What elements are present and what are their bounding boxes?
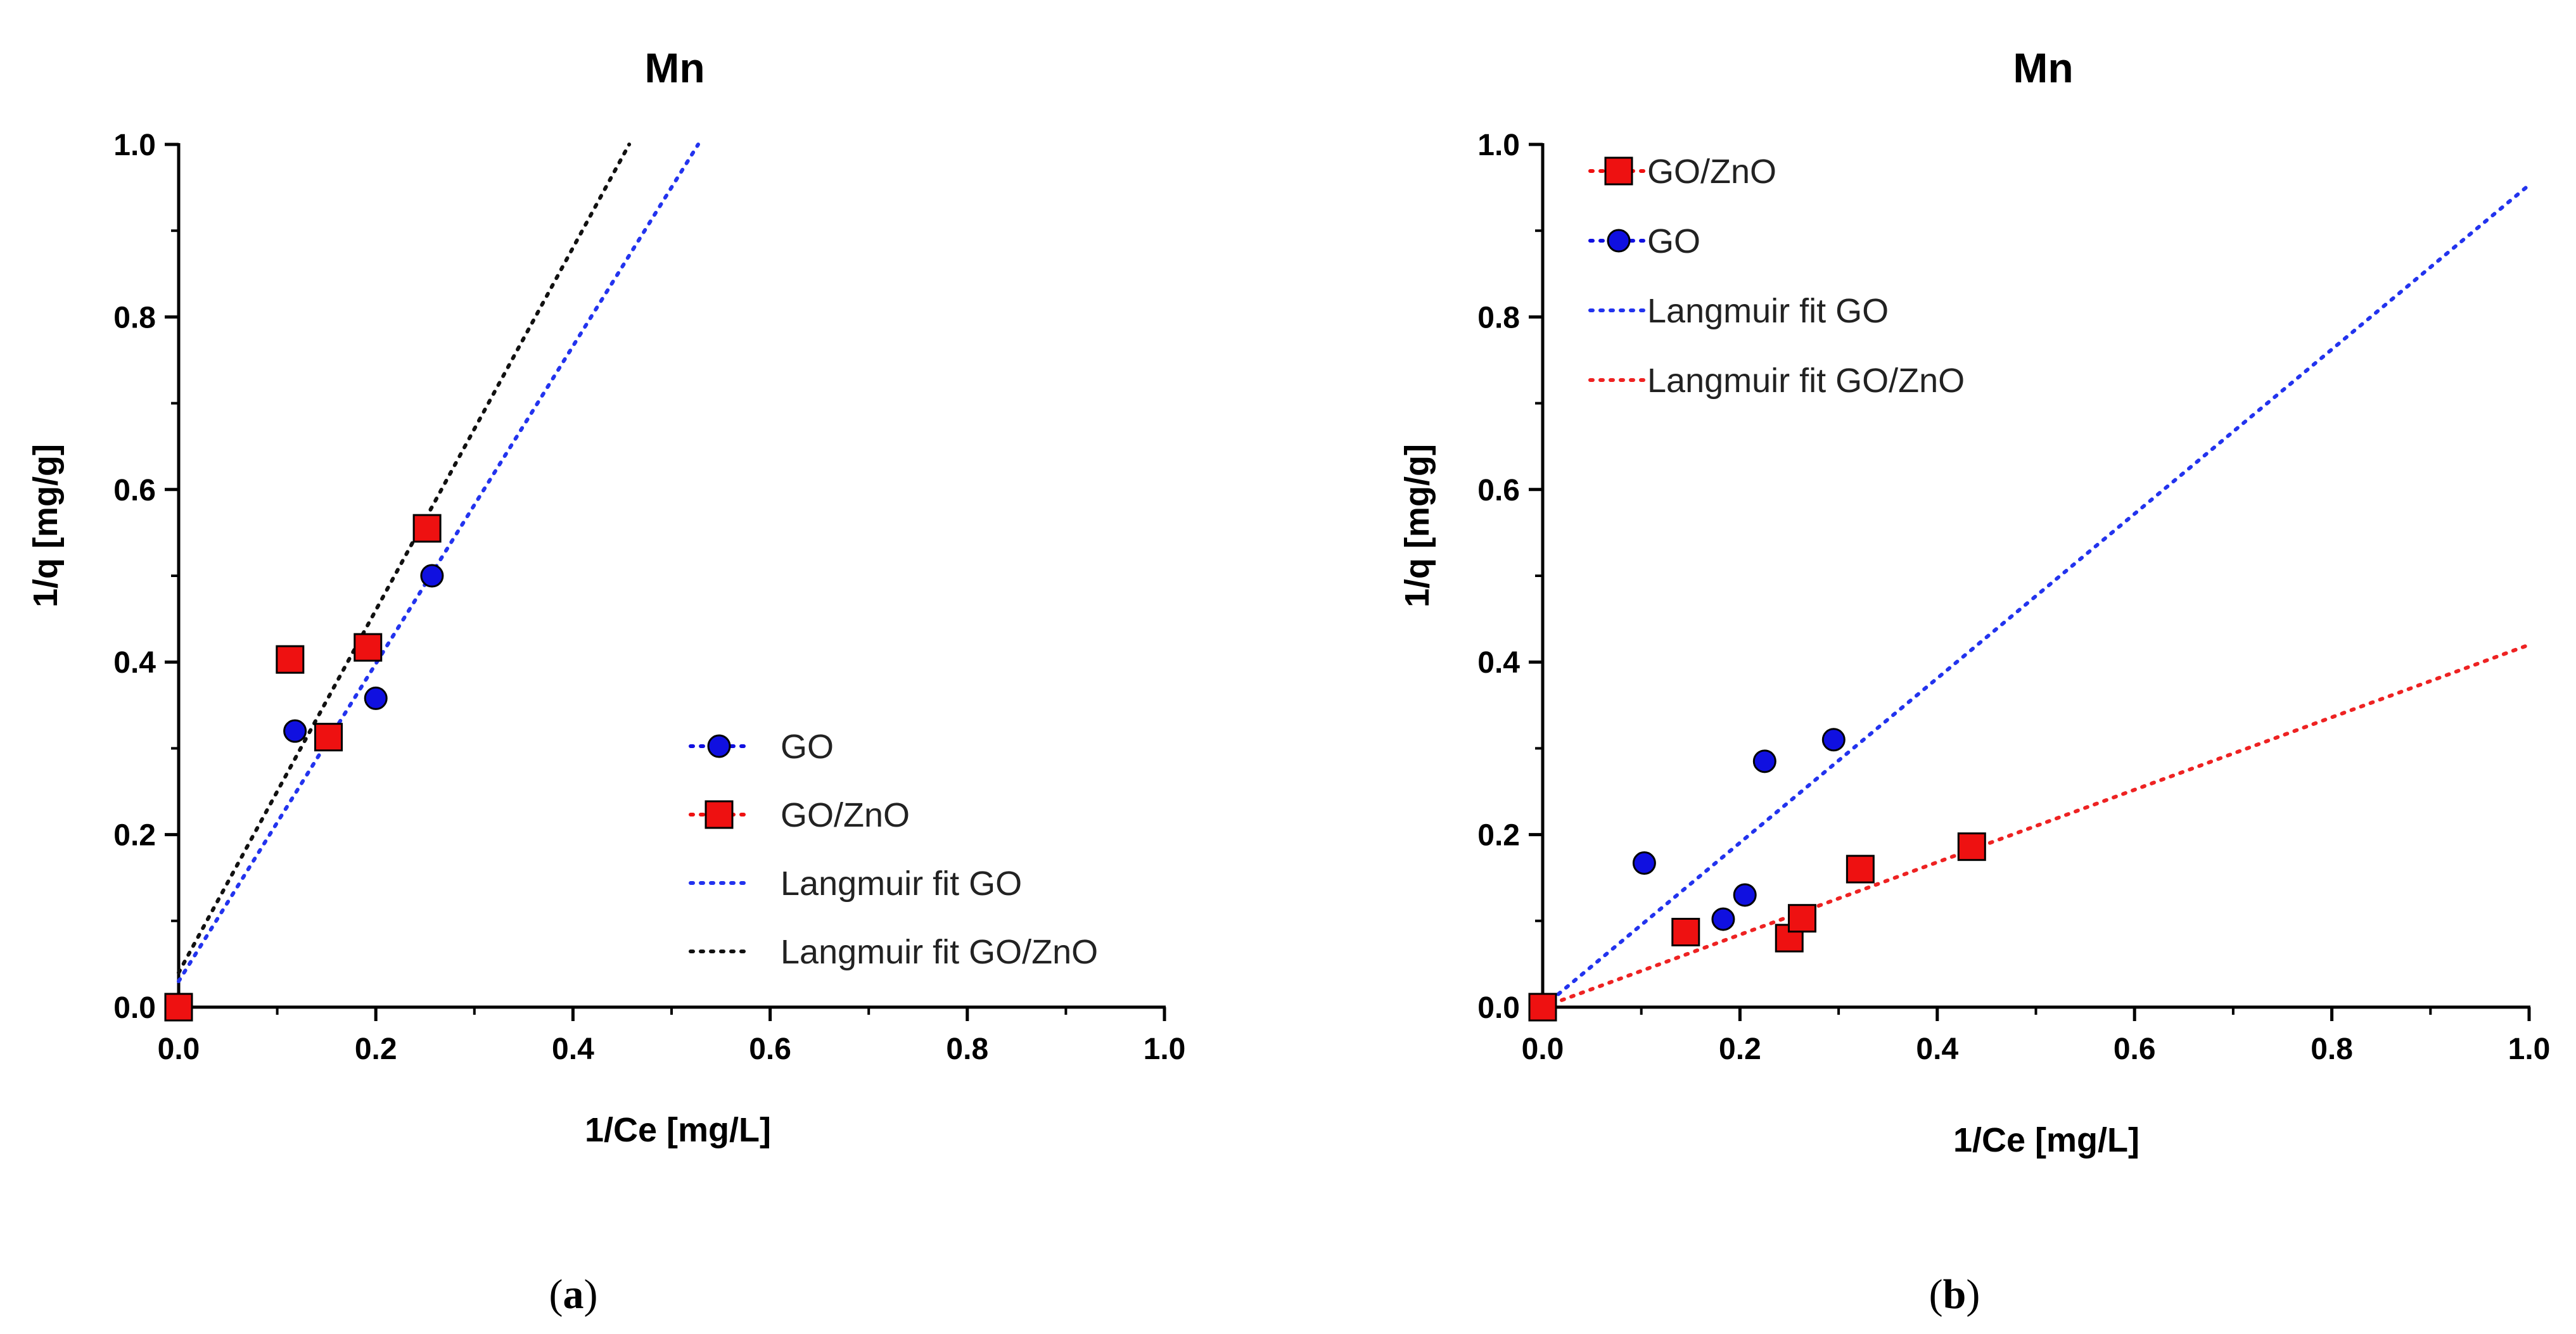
caption-b-close: ) xyxy=(1966,1271,1980,1318)
legend-label-langmuir-fit-go: Langmuir fit GO xyxy=(781,865,1022,903)
caption-b: (b) xyxy=(1929,1271,1980,1318)
x-tick-label: 0.6 xyxy=(2114,1032,2156,1066)
x-tick-label: 0.6 xyxy=(749,1032,791,1066)
legend-label-go-zno: GO/ZnO xyxy=(781,796,910,834)
legend-item-langmuir-fit-go-zno: Langmuir fit GO/ZnO xyxy=(1588,362,1965,400)
y-axis-label-a: 1/q [mg/g] xyxy=(27,444,65,607)
caption-a: (a) xyxy=(549,1271,598,1318)
x-tick-label: 1.0 xyxy=(1144,1032,1186,1066)
x-tick-label: 0.8 xyxy=(946,1032,988,1066)
y-tick-label: 0.6 xyxy=(1477,474,1520,507)
data-point-go xyxy=(364,686,388,710)
legend-marker-go xyxy=(1607,229,1631,253)
legend-marker-go xyxy=(707,734,731,758)
fit-lines-b xyxy=(1541,183,2531,1009)
fit-line-langmuir-fit-go xyxy=(1541,183,2531,1009)
legend-item-langmuir-fit-go: Langmuir fit GO xyxy=(689,865,1022,903)
data-point-go xyxy=(420,564,444,588)
x-axis-label-b: 1/Ce [mg/L] xyxy=(1953,1121,2139,1159)
axes-a: 0.0 0.2 0.4 0.6 0.8 1.0 0.0 0.2 0.4 0.6 0.8 1.0 xyxy=(113,129,1185,1066)
x-axis-label-a: 1/Ce [mg/L] xyxy=(585,1111,771,1149)
data-point-go xyxy=(1711,907,1735,931)
fit-line-langmuir-fit-go xyxy=(177,143,701,984)
y-tick-label: 1.0 xyxy=(1477,129,1520,162)
legend-item-langmuir-fit-go-zno: Langmuir fit GO/ZnO xyxy=(689,933,1098,971)
legend-label-langmuir-fit-go-zno: Langmuir fit GO/ZnO xyxy=(1647,362,1965,400)
legend-item-go: GO xyxy=(1588,222,1700,260)
chart-panel-a: Mn 1/Ce [mg/L] 1/q [mg/g] 0.0 0.2 0.4 0.6 0.… xyxy=(27,44,1185,1149)
caption-b-letter: b xyxy=(1943,1271,1967,1318)
legend-label-go: GO xyxy=(781,728,834,766)
y-tick-label: 0.4 xyxy=(1477,646,1520,680)
y-tick-label: 0.8 xyxy=(1477,301,1520,334)
y-tick-label: 0.4 xyxy=(113,646,156,680)
data-point-go xyxy=(1632,851,1656,875)
data-point-go xyxy=(1733,883,1757,907)
legend-marker-go-zno xyxy=(1604,156,1633,186)
caption-a-close: ) xyxy=(584,1271,598,1318)
data-point-go xyxy=(1752,749,1776,773)
legend-label-langmuir-fit-go-zno: Langmuir fit GO/ZnO xyxy=(781,933,1098,971)
data-point-go xyxy=(283,719,307,743)
legend-a: GO GO/ZnO Langmuir fit GO Langmuir fit GO/Z… xyxy=(689,728,1098,971)
chart-title-b: Mn xyxy=(2013,44,2073,91)
legend-item-go-zno: GO/ZnO xyxy=(1588,153,1776,191)
legend-label-langmuir-fit-go: Langmuir fit GO xyxy=(1647,292,1889,330)
fit-line-langmuir-fit-go-zno xyxy=(1541,642,2531,1009)
legend-marker-go-zno xyxy=(705,800,734,829)
legend-label-go-zno: GO/ZnO xyxy=(1647,153,1776,191)
chart-panel-b: Mn 1/Ce [mg/L] 1/q [mg/g] 0.0 0.2 0.4 0.6 0.… xyxy=(1398,44,2550,1159)
x-tick-label: 0.0 xyxy=(158,1032,200,1066)
y-tick-label: 0.0 xyxy=(113,991,156,1025)
x-tick-label: 0.4 xyxy=(1916,1032,1958,1066)
caption-a-letter: a xyxy=(563,1271,584,1318)
y-tick-label: 0.2 xyxy=(1477,819,1520,853)
data-point-go-zno xyxy=(276,645,305,674)
data-points-a xyxy=(164,514,444,1022)
y-tick-label: 0.8 xyxy=(113,301,156,334)
y-axis-label-b: 1/q [mg/g] xyxy=(1398,444,1436,607)
y-tick-label: 0.6 xyxy=(113,474,156,507)
y-tick-label: 0.0 xyxy=(1477,991,1520,1025)
x-tick-label: 0.4 xyxy=(552,1032,594,1066)
y-tick-label: 1.0 xyxy=(113,129,156,162)
data-point-go-zno xyxy=(314,723,343,752)
data-point-go-zno xyxy=(1846,854,1875,884)
caption-a-open: ( xyxy=(549,1271,563,1318)
chart-title-a: Mn xyxy=(644,44,705,91)
x-tick-label: 0.2 xyxy=(1719,1032,1761,1066)
x-tick-label: 0.0 xyxy=(1522,1032,1564,1066)
y-tick-label: 0.2 xyxy=(113,819,156,853)
legend-item-langmuir-fit-go: Langmuir fit GO xyxy=(1588,292,1889,330)
legend-item-go: GO xyxy=(689,728,834,766)
axes-b: 0.0 0.2 0.4 0.6 0.8 1.0 0.0 0.2 0.4 0.6 0.8 1.0 xyxy=(1477,129,2550,1066)
data-point-go-zno xyxy=(412,514,442,543)
data-points-b xyxy=(1528,728,1986,1022)
legend-item-go-zno: GO/ZnO xyxy=(689,796,910,834)
legend-label-go: GO xyxy=(1647,222,1700,260)
legend-b: GO/ZnO GO Langmuir fit GO Langmuir fit GO/Z… xyxy=(1588,153,1965,400)
data-point-go-zno xyxy=(1957,832,1986,861)
x-tick-label: 0.2 xyxy=(355,1032,397,1066)
x-tick-label: 1.0 xyxy=(2508,1032,2551,1066)
data-point-go-zno xyxy=(354,633,383,662)
data-point-go-zno xyxy=(164,993,193,1022)
data-point-go-zno xyxy=(1528,993,1557,1022)
caption-b-open: ( xyxy=(1929,1271,1943,1318)
data-point-go-zno xyxy=(1787,904,1816,933)
fit-lines-a xyxy=(177,143,701,984)
x-tick-label: 0.8 xyxy=(2311,1032,2353,1066)
data-point-go-zno xyxy=(1671,918,1700,947)
data-point-go xyxy=(1821,728,1846,752)
